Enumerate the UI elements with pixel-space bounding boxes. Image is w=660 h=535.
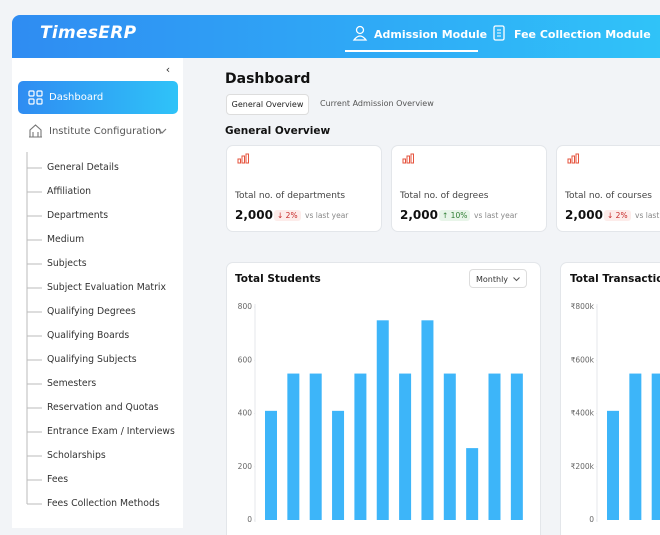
tab-active[interactable]: General Overview [226, 94, 309, 115]
bar [510, 373, 523, 520]
y-tick-label: 800 [238, 302, 253, 311]
card-value: 2,000 [565, 208, 603, 222]
y-tick-label: ₹200k [571, 462, 595, 471]
icon-bar [571, 155, 575, 164]
submenu-item[interactable]: General Details [47, 162, 119, 173]
dashboard-item[interactable] [18, 81, 178, 114]
nav-admission[interactable]: Admission Module [374, 28, 488, 41]
period-dropdown[interactable]: Monthly [469, 269, 527, 288]
icon-bar [241, 155, 245, 164]
submenu-item[interactable]: Qualifying Subjects [47, 354, 137, 365]
y-tick-label: 200 [238, 462, 253, 471]
change-badge: ↓ 2% [274, 210, 301, 221]
card-label: Total no. of departments [235, 191, 346, 201]
card-value: 2,000 [235, 208, 273, 222]
submenu-item[interactable]: Fees [47, 474, 69, 485]
card-value: 2,000 [400, 208, 438, 222]
y-tick-label: 400 [238, 409, 253, 418]
y-tick-label: 0 [247, 515, 252, 524]
card-icon [402, 153, 414, 164]
chart-title: Total Students [235, 273, 321, 285]
change-note: vs last year [305, 211, 349, 220]
dropdown-label: Monthly [476, 275, 509, 284]
change-badge: ↑ 10% [439, 210, 471, 221]
card-icon [237, 153, 249, 164]
y-tick-label: ₹600k [571, 355, 595, 364]
icon-bar [237, 158, 241, 164]
y-tick-label: 0 [589, 515, 594, 524]
fee-icon [493, 25, 505, 41]
y-tick-label: ₹400k [571, 409, 595, 418]
bar [629, 373, 642, 520]
submenu-item[interactable]: Reservation and Quotas [47, 402, 159, 413]
submenu-item[interactable]: Subject Evaluation Matrix [47, 282, 166, 293]
building-icon [29, 124, 42, 138]
submenu-item[interactable]: Affiliation [47, 186, 92, 197]
bar [488, 373, 501, 520]
logo[interactable]: TimesERP [40, 23, 137, 43]
card-label: Total no. of courses [565, 191, 652, 201]
bar [443, 373, 456, 520]
nav-underline [345, 50, 478, 52]
icon-bar [245, 153, 249, 164]
card-label: Total no. of degrees [400, 191, 489, 201]
submenu-item[interactable]: Subjects [47, 258, 87, 269]
submenu-item[interactable]: Fees Collection Methods [47, 498, 160, 509]
card-icon [567, 153, 579, 164]
submenu-item[interactable]: Qualifying Boards [47, 330, 130, 341]
submenu-item[interactable]: Qualifying Degrees [47, 306, 136, 317]
grid-icon [28, 90, 43, 105]
submenu-item[interactable]: Departments [47, 210, 109, 221]
icon-bar [575, 153, 579, 164]
submenu-item[interactable]: Scholarships [47, 450, 106, 461]
icon-bar [567, 158, 571, 164]
chart-title: Total Transactions [570, 273, 660, 285]
page-title: Dashboard [225, 71, 311, 87]
chevron [157, 128, 167, 134]
bar [265, 410, 277, 520]
bar [376, 320, 389, 520]
dropdown-chevron [513, 277, 520, 282]
bar [466, 448, 479, 520]
bar [354, 373, 367, 520]
nav-fee[interactable]: Fee Collection Module [514, 28, 651, 41]
bar [332, 410, 345, 520]
collapse-button[interactable]: ‹ [165, 63, 171, 76]
institute-configuration[interactable]: Institute Configuration [49, 126, 162, 137]
icon-bar [410, 153, 414, 164]
y-tick-label: 600 [238, 355, 253, 364]
user-icon [352, 25, 368, 41]
submenu-item[interactable]: Entrance Exam / Interviews [47, 426, 175, 437]
bar [309, 373, 322, 520]
section-title: General Overview [225, 125, 331, 137]
y-tick-label: ₹800k [571, 302, 595, 311]
change-note: vs last year [635, 211, 660, 220]
submenu-item[interactable]: Semesters [47, 378, 97, 389]
submenu-item[interactable]: Medium [47, 234, 85, 245]
bar [399, 373, 412, 520]
change-badge: ↓ 2% [604, 210, 631, 221]
icon-bar [406, 155, 410, 164]
change-note: vs last year [474, 211, 518, 220]
header [12, 15, 660, 58]
tree-lines [26, 152, 42, 505]
bar [651, 373, 660, 520]
bar [421, 320, 434, 520]
tab[interactable]: Current Admission Overview [320, 99, 434, 108]
bar [607, 410, 619, 520]
icon-bar [402, 158, 406, 164]
dashboard-label[interactable]: Dashboard [49, 92, 104, 103]
bar [287, 373, 300, 520]
stat-card [226, 145, 382, 232]
